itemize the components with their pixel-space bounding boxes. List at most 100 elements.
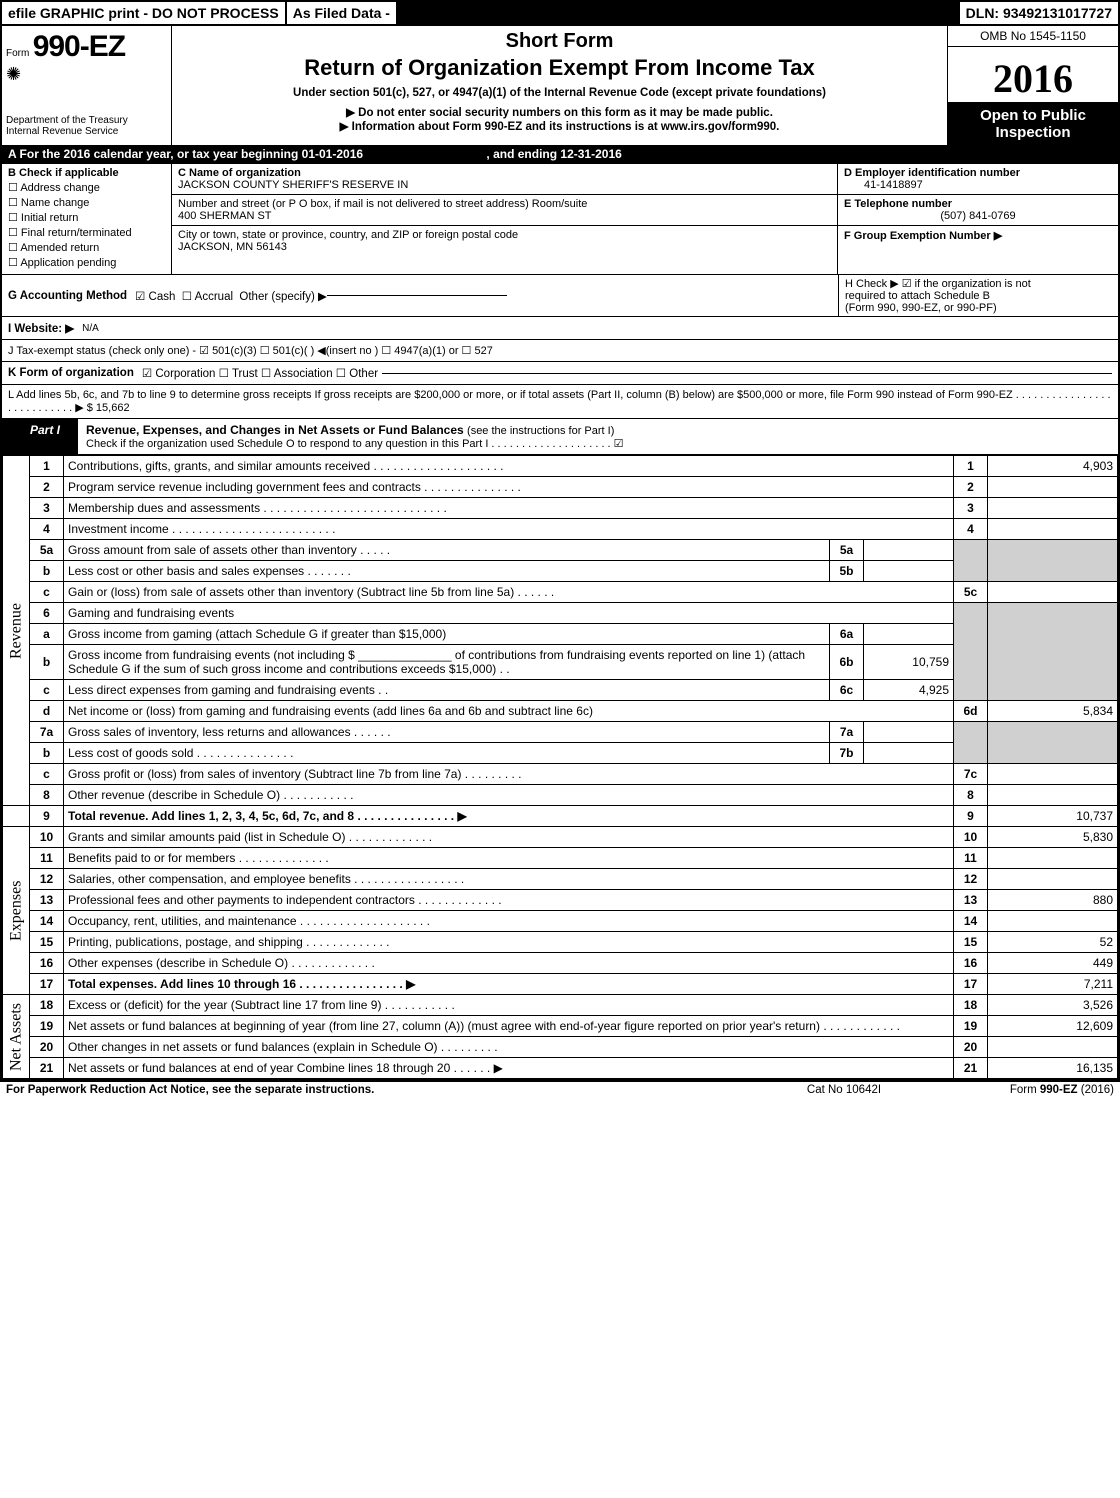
form-prefix: Form: [6, 48, 29, 59]
header-right: OMB No 1545-1150 2016 Open to Public Ins…: [948, 26, 1118, 145]
topbar: efile GRAPHIC print - DO NOT PROCESS As …: [2, 2, 1118, 24]
k-options: ☑ Corporation ☐ Trust ☐ Association ☐ Ot…: [142, 366, 378, 380]
amt-13: 880: [988, 890, 1118, 911]
side-expenses: Expenses: [3, 827, 30, 995]
omb-number: OMB No 1545-1150: [948, 26, 1118, 47]
d-ein-label: D Employer identification number: [844, 167, 1112, 179]
line-2: 2 Program service revenue including gove…: [3, 477, 1118, 498]
line-5c: c Gain or (loss) from sale of assets oth…: [3, 582, 1118, 603]
line-5b: b Less cost or other basis and sales exp…: [3, 561, 1118, 582]
dln: DLN: 93492131017727: [960, 2, 1118, 24]
chk-name-change[interactable]: ☐ Name change: [8, 196, 165, 209]
line-3: 3 Membership dues and assessments . . . …: [3, 498, 1118, 519]
form-container: efile GRAPHIC print - DO NOT PROCESS As …: [0, 0, 1120, 1081]
amt-9: 10,737: [988, 806, 1118, 827]
chk-cash[interactable]: ☑ Cash: [135, 289, 175, 303]
line-a: A For the 2016 calendar year, or tax yea…: [2, 145, 1118, 163]
line-5a: 5a Gross amount from sale of assets othe…: [3, 540, 1118, 561]
line-7c: c Gross profit or (loss) from sales of i…: [3, 764, 1118, 785]
row-j: J Tax-exempt status (check only one) - ☑…: [2, 339, 1118, 361]
c-name-label: C Name of organization: [178, 167, 831, 179]
part1-table: Revenue 1 Contributions, gifts, grants, …: [2, 455, 1118, 1079]
e-phone-label: E Telephone number: [844, 198, 1112, 210]
row-i: I Website: ▶ N/A: [2, 316, 1118, 339]
row-l: L Add lines 5b, 6c, and 7b to line 9 to …: [2, 384, 1118, 418]
line-10: Expenses 10 Grants and similar amounts p…: [3, 827, 1118, 848]
line-20: 20Other changes in net assets or fund ba…: [3, 1037, 1118, 1058]
treasury-seal-icon: ✺: [6, 64, 167, 85]
header-mid: Short Form Return of Organization Exempt…: [172, 26, 948, 145]
org-street: 400 SHERMAN ST: [178, 210, 831, 222]
amt-6b: 10,759: [864, 645, 954, 680]
line-17: 17Total expenses. Add lines 10 through 1…: [3, 974, 1118, 995]
side-netassets: Net Assets: [3, 995, 30, 1079]
chk-application-pending[interactable]: ☐ Application pending: [8, 256, 165, 269]
line-7b: b Less cost of goods sold . . . . . . . …: [3, 743, 1118, 764]
line-6b: b Gross income from fundraising events (…: [3, 645, 1118, 680]
amt-18: 3,526: [988, 995, 1118, 1016]
dln-value: 93492131017727: [1003, 5, 1112, 21]
chk-amended-return[interactable]: ☐ Amended return: [8, 241, 165, 254]
line-7a: 7a Gross sales of inventory, less return…: [3, 722, 1118, 743]
chk-initial-return[interactable]: ☐ Initial return: [8, 211, 165, 224]
amt-19: 12,609: [988, 1016, 1118, 1037]
amt-16: 449: [988, 953, 1118, 974]
line-14: 14Occupancy, rent, utilities, and mainte…: [3, 911, 1118, 932]
chk-final-return[interactable]: ☐ Final return/terminated: [8, 226, 165, 239]
box-c: C Name of organization JACKSON COUNTY SH…: [172, 164, 838, 274]
line-6c: c Less direct expenses from gaming and f…: [3, 680, 1118, 701]
efile-notice: efile GRAPHIC print - DO NOT PROCESS: [2, 2, 287, 24]
org-city: JACKSON, MN 56143: [178, 241, 831, 253]
part1-check-line: Check if the organization used Schedule …: [86, 437, 1110, 450]
amt-1: 4,903: [988, 456, 1118, 477]
amt-15: 52: [988, 932, 1118, 953]
main-title: Return of Organization Exempt From Incom…: [180, 55, 939, 81]
footer-formno: Form 990-EZ (2016): [944, 1084, 1114, 1096]
subtitle-ssn: ▶ Do not enter social security numbers o…: [180, 105, 939, 119]
part1-tag: Part I: [2, 419, 78, 454]
amt-21: 16,135: [988, 1058, 1118, 1079]
subtitle-link: ▶ Information about Form 990-EZ and its …: [180, 119, 939, 133]
header: Form 990-EZ ✺ Department of the Treasury…: [2, 24, 1118, 145]
subtitle-code: Under section 501(c), 527, or 4947(a)(1)…: [180, 87, 939, 99]
form-number: 990-EZ: [33, 30, 125, 63]
line-16: 16Other expenses (describe in Schedule O…: [3, 953, 1118, 974]
amt-6c: 4,925: [864, 680, 954, 701]
line-11: 11Benefits paid to or for members . . . …: [3, 848, 1118, 869]
tax-year: 2016: [948, 47, 1118, 103]
line-6: 6 Gaming and fundraising events: [3, 603, 1118, 624]
row-g: G Accounting Method ☑ Cash ☐ Accrual Oth…: [2, 275, 838, 316]
line-15: 15Printing, publications, postage, and s…: [3, 932, 1118, 953]
line-18: Net Assets 18 Excess or (deficit) for th…: [3, 995, 1118, 1016]
footer-left: For Paperwork Reduction Act Notice, see …: [6, 1084, 744, 1096]
part1-header: Part I Revenue, Expenses, and Changes in…: [2, 418, 1118, 455]
side-revenue: Revenue: [3, 456, 30, 806]
header-left: Form 990-EZ ✺ Department of the Treasury…: [2, 26, 172, 145]
website-value: N/A: [82, 323, 99, 334]
line-19: 19Net assets or fund balances at beginni…: [3, 1016, 1118, 1037]
c-street-label: Number and street (or P O box, if mail i…: [178, 198, 831, 210]
open-inspection: Open to Public Inspection: [948, 103, 1118, 145]
ein-value: 41-1418897: [844, 179, 1112, 191]
footer-catno: Cat No 10642I: [744, 1084, 944, 1096]
dln-label: DLN:: [966, 5, 999, 21]
c-city-label: City or town, state or province, country…: [178, 229, 831, 241]
amt-10: 5,830: [988, 827, 1118, 848]
phone-value: (507) 841-0769: [844, 210, 1112, 222]
box-b-title: B Check if applicable: [8, 167, 165, 179]
short-form-title: Short Form: [180, 30, 939, 53]
as-filed-label: As Filed Data -: [287, 2, 398, 24]
footer: For Paperwork Reduction Act Notice, see …: [0, 1081, 1120, 1098]
amt-17: 7,211: [988, 974, 1118, 995]
line-13: 13Professional fees and other payments t…: [3, 890, 1118, 911]
line-9: 9 Total revenue. Add lines 1, 2, 3, 4, 5…: [3, 806, 1118, 827]
line-4: 4 Investment income . . . . . . . . . . …: [3, 519, 1118, 540]
other-specify: Other (specify) ▶: [239, 289, 326, 303]
chk-address-change[interactable]: ☐ Address change: [8, 181, 165, 194]
chk-accrual[interactable]: ☐ Accrual: [182, 289, 233, 303]
box-def: D Employer identification number 41-1418…: [838, 164, 1118, 274]
line-6a: a Gross income from gaming (attach Sched…: [3, 624, 1118, 645]
row-gh: G Accounting Method ☑ Cash ☐ Accrual Oth…: [2, 274, 1118, 316]
line-6d: d Net income or (loss) from gaming and f…: [3, 701, 1118, 722]
line-12: 12Salaries, other compensation, and empl…: [3, 869, 1118, 890]
